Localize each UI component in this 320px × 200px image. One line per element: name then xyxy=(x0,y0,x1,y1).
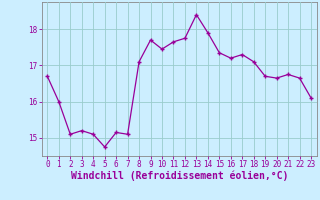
X-axis label: Windchill (Refroidissement éolien,°C): Windchill (Refroidissement éolien,°C) xyxy=(70,171,288,181)
